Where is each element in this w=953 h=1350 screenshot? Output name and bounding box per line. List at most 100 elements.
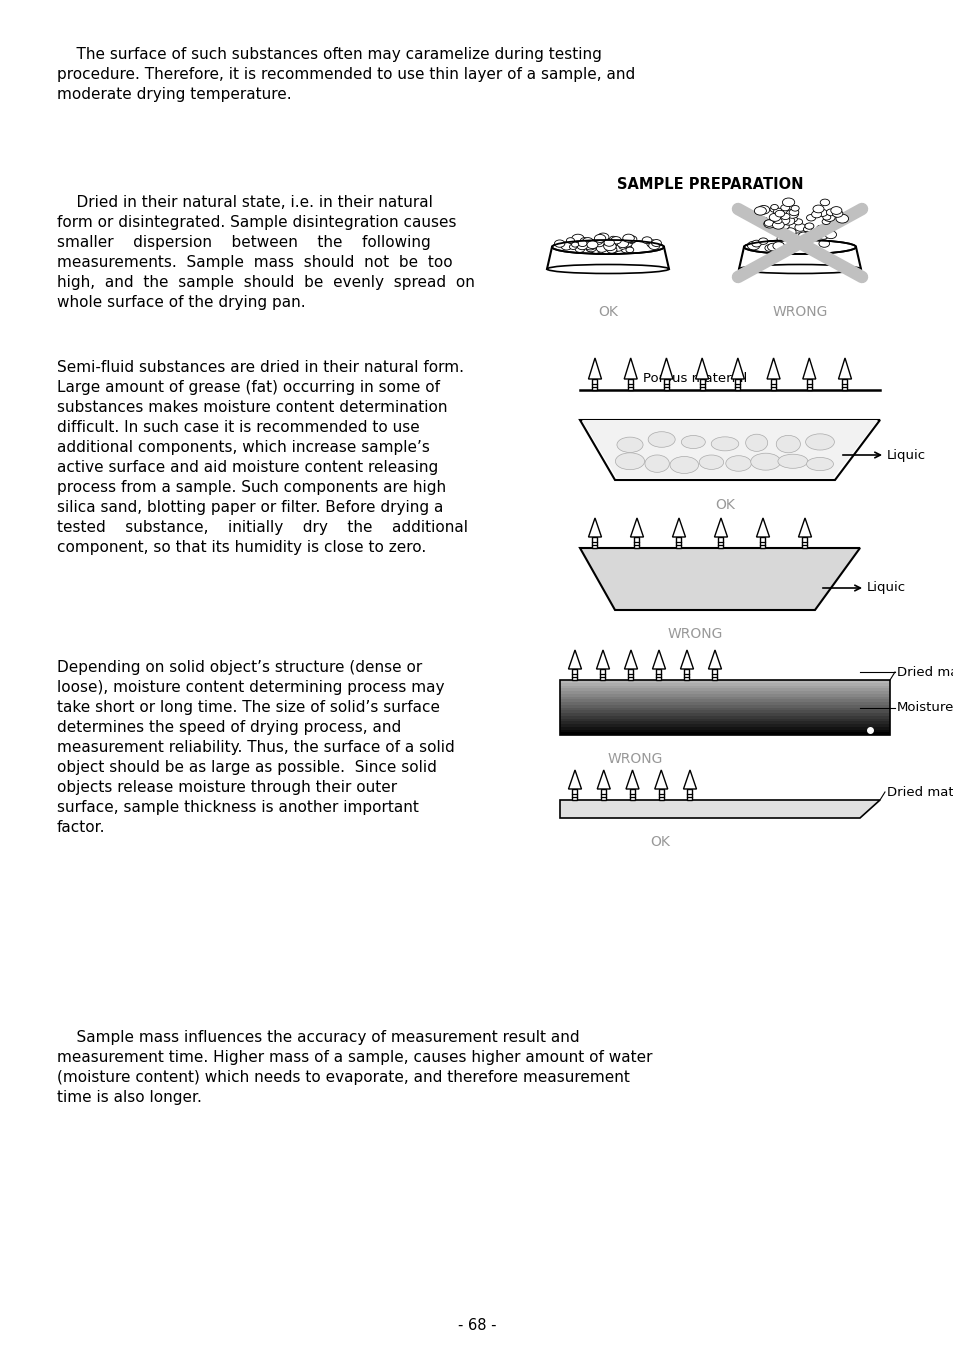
Ellipse shape	[620, 244, 632, 252]
Text: Semi-fluid substances are dried in their natural form.: Semi-fluid substances are dried in their…	[57, 360, 463, 375]
Polygon shape	[659, 788, 663, 801]
Text: whole surface of the drying pan.: whole surface of the drying pan.	[57, 296, 305, 310]
Ellipse shape	[597, 234, 608, 242]
Text: Liquic: Liquic	[886, 448, 925, 462]
Polygon shape	[559, 801, 879, 818]
Polygon shape	[559, 713, 889, 716]
Ellipse shape	[618, 244, 626, 250]
Polygon shape	[559, 716, 889, 718]
Ellipse shape	[575, 246, 584, 252]
Ellipse shape	[817, 209, 826, 216]
Ellipse shape	[571, 234, 583, 243]
Polygon shape	[579, 548, 859, 610]
Polygon shape	[766, 358, 780, 379]
Text: measurements.  Sample  mass  should  not  be  too: measurements. Sample mass should not be …	[57, 255, 452, 270]
Ellipse shape	[772, 242, 783, 250]
Polygon shape	[699, 379, 704, 390]
Ellipse shape	[626, 236, 637, 243]
Ellipse shape	[818, 232, 827, 239]
Polygon shape	[568, 649, 581, 670]
Ellipse shape	[614, 246, 622, 251]
Ellipse shape	[590, 247, 600, 254]
Polygon shape	[588, 518, 601, 537]
Ellipse shape	[804, 232, 816, 239]
Ellipse shape	[760, 220, 772, 228]
Polygon shape	[718, 537, 722, 548]
Ellipse shape	[780, 204, 789, 211]
Ellipse shape	[763, 220, 773, 227]
Ellipse shape	[757, 205, 769, 215]
Text: The surface of such substances often may caramelize during testing: The surface of such substances often may…	[57, 47, 601, 62]
Ellipse shape	[617, 437, 642, 452]
Ellipse shape	[578, 243, 585, 248]
Ellipse shape	[582, 238, 593, 246]
Ellipse shape	[647, 432, 675, 447]
Ellipse shape	[595, 239, 602, 244]
Ellipse shape	[835, 215, 847, 223]
Polygon shape	[714, 518, 727, 537]
Ellipse shape	[750, 454, 780, 470]
Polygon shape	[801, 358, 815, 379]
Text: high,  and  the  sample  should  be  evenly  spread  on: high, and the sample should be evenly sp…	[57, 275, 475, 290]
Polygon shape	[634, 537, 639, 548]
Polygon shape	[559, 686, 889, 688]
Ellipse shape	[815, 228, 824, 235]
Polygon shape	[559, 688, 889, 691]
Polygon shape	[731, 358, 743, 379]
Ellipse shape	[596, 244, 606, 252]
Ellipse shape	[546, 265, 668, 274]
Ellipse shape	[711, 437, 738, 451]
Ellipse shape	[597, 236, 608, 244]
Ellipse shape	[605, 243, 616, 250]
Ellipse shape	[552, 240, 663, 254]
Text: process from a sample. Such components are high: process from a sample. Such components a…	[57, 481, 446, 495]
Ellipse shape	[776, 435, 800, 452]
Ellipse shape	[804, 223, 813, 230]
Ellipse shape	[758, 217, 767, 224]
Text: substances makes moisture content determination: substances makes moisture content determ…	[57, 400, 447, 414]
Polygon shape	[663, 379, 668, 390]
Text: take short or long time. The size of solid’s surface: take short or long time. The size of sol…	[57, 701, 439, 716]
Polygon shape	[568, 769, 581, 788]
Text: procedure. Therefore, it is recommended to use thin layer of a sample, and: procedure. Therefore, it is recommended …	[57, 68, 635, 82]
Ellipse shape	[603, 242, 616, 251]
Ellipse shape	[579, 238, 588, 243]
Polygon shape	[625, 769, 639, 788]
Ellipse shape	[781, 234, 788, 239]
Ellipse shape	[776, 236, 784, 242]
Ellipse shape	[781, 198, 794, 207]
Ellipse shape	[777, 216, 789, 225]
Polygon shape	[676, 537, 680, 548]
Polygon shape	[801, 537, 806, 548]
Ellipse shape	[615, 452, 644, 470]
Text: Dried material: Dried material	[896, 666, 953, 679]
Ellipse shape	[792, 234, 803, 240]
Polygon shape	[684, 670, 689, 680]
Text: active surface and aid moisture content releasing: active surface and aid moisture content …	[57, 460, 437, 475]
Ellipse shape	[581, 239, 591, 246]
Polygon shape	[559, 705, 889, 707]
Ellipse shape	[830, 207, 841, 215]
Text: loose), moisture content determining process may: loose), moisture content determining pro…	[57, 680, 444, 695]
Ellipse shape	[569, 244, 577, 250]
Ellipse shape	[596, 243, 604, 250]
Ellipse shape	[775, 211, 784, 217]
Ellipse shape	[739, 265, 861, 274]
Text: object should be as large as possible.  Since solid: object should be as large as possible. S…	[57, 760, 436, 775]
Polygon shape	[559, 694, 889, 697]
Text: measurement reliability. Thus, the surface of a solid: measurement reliability. Thus, the surfa…	[57, 740, 455, 755]
Text: form or disintegrated. Sample disintegration causes: form or disintegrated. Sample disintegra…	[57, 215, 456, 230]
Polygon shape	[559, 702, 889, 705]
Polygon shape	[654, 769, 667, 788]
Polygon shape	[599, 670, 605, 680]
Text: WRONG: WRONG	[666, 626, 722, 641]
Polygon shape	[624, 649, 637, 670]
Text: measurement time. Higher mass of a sample, causes higher amount of water: measurement time. Higher mass of a sampl…	[57, 1050, 652, 1065]
Polygon shape	[592, 537, 597, 548]
Ellipse shape	[812, 205, 823, 213]
Polygon shape	[841, 379, 846, 390]
Ellipse shape	[767, 243, 778, 251]
Text: tested    substance,    initially    dry    the    additional: tested substance, initially dry the addi…	[57, 520, 468, 535]
Ellipse shape	[831, 211, 841, 217]
Ellipse shape	[586, 243, 595, 248]
